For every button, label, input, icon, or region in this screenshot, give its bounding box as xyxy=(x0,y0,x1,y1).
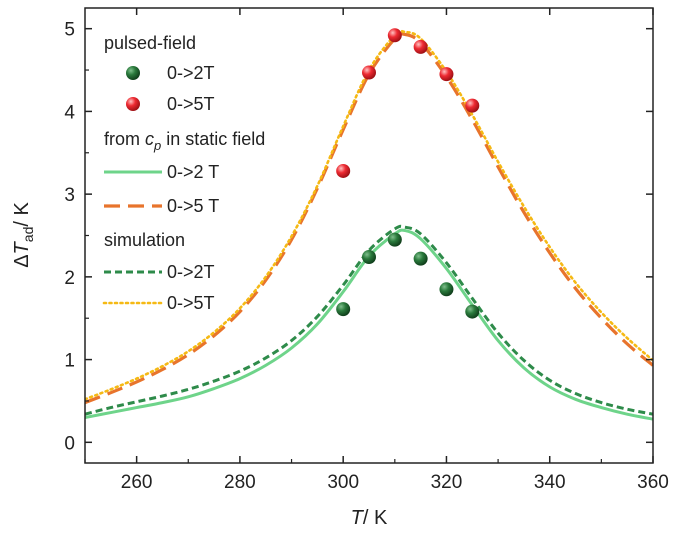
legend: pulsed-field from cp in static field sim… xyxy=(102,33,265,313)
data-point-pulsed-2t xyxy=(362,250,376,265)
y-tick-label: 3 xyxy=(64,185,75,206)
legend-group-pulsed-field: pulsed-field xyxy=(104,33,196,53)
data-point-pulsed-5t xyxy=(336,163,351,178)
marker-layer xyxy=(336,28,480,319)
y-tick-label: 2 xyxy=(64,268,75,289)
x-axis-title: T/ K xyxy=(351,507,388,529)
legend-group-static-field: from cp in static field xyxy=(104,129,265,153)
y-tick-label: 1 xyxy=(64,351,75,372)
series-line-static-2t xyxy=(85,228,653,421)
legend-label-pulsed-2t: 0->2T xyxy=(167,63,215,83)
x-tick-label: 340 xyxy=(534,472,566,493)
data-point-pulsed-2t xyxy=(439,282,454,297)
x-tick-label: 300 xyxy=(327,472,359,493)
data-point-pulsed-5t xyxy=(362,65,376,80)
legend-entries: 0->2T 0->5T 0->2 T 0->5 T 0->2T 0->5T xyxy=(102,63,219,313)
legend-label-sim-2t: 0->2T xyxy=(167,262,215,282)
series-line-static-5t xyxy=(85,32,653,405)
series-layer xyxy=(85,29,653,421)
x-tick-label: 360 xyxy=(637,472,669,493)
x-tick-label: 280 xyxy=(224,472,256,493)
y-tick-label: 5 xyxy=(64,20,75,41)
y-tick-label: 4 xyxy=(64,102,75,123)
legend-marker-pulsed-2t xyxy=(126,66,140,80)
legend-label-pulsed-5t: 0->5T xyxy=(167,94,215,114)
data-point-pulsed-5t xyxy=(387,28,402,43)
data-point-pulsed-2t xyxy=(336,302,351,317)
series-line-sim-5t xyxy=(85,29,653,401)
y-tick-label: 0 xyxy=(64,433,75,454)
legend-label-static-5t: 0->5 T xyxy=(167,196,219,216)
data-point-pulsed-5t xyxy=(439,67,454,82)
series-line-sim-2t xyxy=(85,224,653,416)
legend-group-simulation: simulation xyxy=(104,230,185,250)
legend-marker-pulsed-5t xyxy=(126,97,140,111)
data-point-pulsed-2t xyxy=(465,304,480,319)
data-point-pulsed-2t xyxy=(413,251,428,266)
x-tick-label: 260 xyxy=(121,472,153,493)
legend-label-static-2t: 0->2 T xyxy=(167,162,219,182)
data-point-pulsed-5t xyxy=(465,98,480,113)
data-point-pulsed-2t xyxy=(387,232,402,247)
data-point-pulsed-5t xyxy=(413,39,428,54)
x-tick-label: 320 xyxy=(431,472,463,493)
y-axis-title: ΔTad/ K xyxy=(11,202,36,268)
legend-label-sim-5t: 0->5T xyxy=(167,293,215,313)
axis-layer: 260 280 300 320 340 360 0 1 2 3 4 5 xyxy=(64,8,669,493)
